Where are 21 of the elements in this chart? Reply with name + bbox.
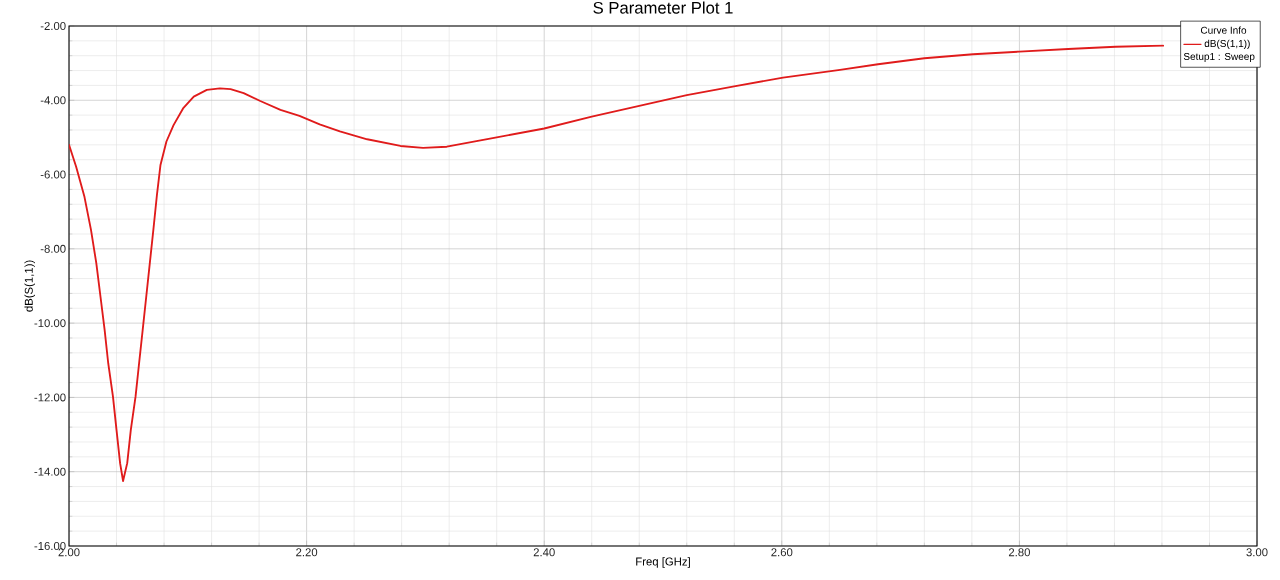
x-axis-title: Freq [GHz] — [636, 557, 690, 568]
y-tick-label: -12.00 — [34, 393, 66, 402]
y-tick-label: -14.00 — [34, 467, 66, 476]
chart-title: S Parameter Plot 1 — [593, 1, 733, 14]
y-tick-label: -6.00 — [40, 170, 66, 179]
y-tick-label: -16.00 — [34, 541, 66, 550]
annotation: Setup1 : Sweep — [1183, 52, 1255, 62]
y-tick-label: -4.00 — [40, 96, 66, 105]
x-tick-label: 2.00 — [58, 548, 80, 557]
y-axis-title: dB(S(1,1)) — [24, 260, 36, 312]
y-tick-label: -10.00 — [34, 319, 66, 328]
legend-label: dB(S(1,1)) — [1204, 39, 1250, 50]
legend-title: Curve Info — [1200, 26, 1247, 34]
line-series — [69, 44, 1165, 482]
y-tick-label: -2.00 — [40, 21, 66, 30]
y-tick-label: -8.00 — [40, 244, 66, 253]
x-tick-label: 3.00 — [1246, 548, 1268, 557]
x-tick-label: 2.60 — [771, 548, 793, 557]
x-tick-label: 2.80 — [1008, 548, 1030, 557]
x-tick-label: 2.40 — [533, 548, 555, 557]
x-tick-label: 2.20 — [296, 548, 318, 557]
